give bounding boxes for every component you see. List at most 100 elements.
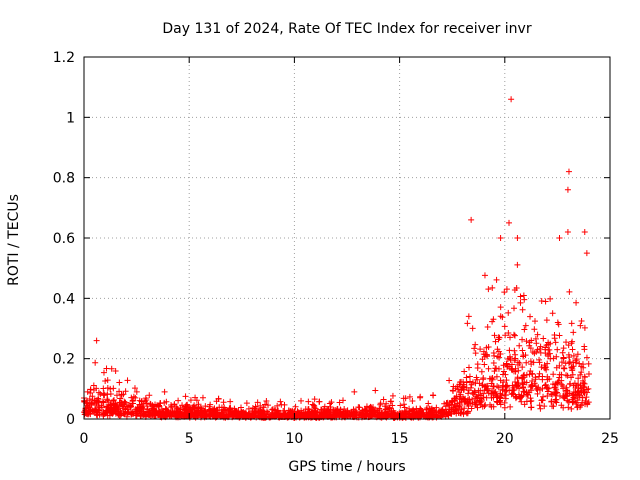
roti-point — [581, 380, 588, 387]
roti-point — [225, 412, 232, 419]
roti-point — [238, 410, 245, 417]
roti-point — [550, 371, 557, 378]
roti-point — [510, 331, 517, 338]
roti-point — [503, 360, 510, 367]
roti-point — [115, 411, 122, 418]
roti-point — [471, 399, 478, 406]
roti-point — [406, 393, 413, 400]
roti-point — [100, 399, 107, 406]
roti-point — [558, 359, 565, 366]
roti-point — [560, 355, 567, 362]
roti-point — [496, 334, 503, 341]
y-tick-label: 0.6 — [53, 231, 75, 247]
roti-point — [182, 393, 189, 400]
roti-point — [578, 318, 585, 325]
roti-point — [118, 391, 125, 398]
roti-point — [468, 405, 475, 412]
x-tick-label: 20 — [496, 431, 514, 447]
roti-point — [529, 383, 536, 390]
x-tick-label: 5 — [185, 431, 194, 447]
roti-point — [380, 396, 387, 403]
roti-point — [83, 407, 90, 414]
roti-point — [269, 406, 276, 413]
roti-point — [544, 376, 551, 383]
roti-point — [465, 313, 472, 320]
roti-point — [377, 411, 384, 418]
roti-point — [483, 351, 490, 358]
roti-point — [351, 388, 358, 395]
roti-point — [556, 235, 563, 241]
roti-point — [389, 392, 396, 399]
roti-point — [127, 404, 134, 411]
roti-point — [116, 388, 123, 395]
roti-point — [175, 397, 182, 404]
roti-point — [327, 406, 334, 413]
roti-point — [512, 351, 519, 358]
roti-point — [207, 410, 214, 417]
roti-point — [453, 395, 460, 402]
roti-point — [465, 402, 472, 409]
roti-point — [500, 362, 507, 369]
roti-point — [311, 403, 318, 410]
roti-point — [490, 394, 497, 401]
roti-point — [497, 401, 504, 408]
roti-point — [560, 345, 567, 352]
roti-point — [559, 349, 566, 356]
roti-point — [497, 304, 504, 311]
roti-point — [483, 344, 490, 351]
roti-point — [578, 369, 585, 376]
roti-point — [284, 412, 291, 419]
roti-point — [133, 410, 140, 417]
roti-point — [268, 410, 275, 417]
roti-point — [503, 286, 510, 293]
roti-point — [180, 412, 187, 419]
roti-point — [505, 309, 512, 316]
roti-point — [527, 358, 534, 365]
roti-point — [520, 353, 527, 360]
roti-point — [429, 392, 436, 399]
data-points — [81, 96, 592, 422]
roti-point — [502, 332, 509, 339]
roti-point — [496, 354, 503, 361]
roti-point — [468, 216, 475, 223]
roti-point — [549, 381, 556, 388]
roti-point — [458, 387, 465, 394]
y-tick-label: 0 — [66, 412, 75, 428]
roti-point — [521, 401, 528, 408]
roti-point — [478, 397, 485, 404]
roti-point — [410, 406, 417, 413]
roti-point — [541, 365, 548, 372]
y-tick-label: 0.2 — [53, 352, 75, 368]
roti-point — [516, 342, 523, 349]
roti-point — [466, 373, 473, 380]
roti-point — [144, 403, 151, 410]
roti-point — [387, 398, 394, 405]
roti-point — [483, 394, 490, 401]
roti-point — [480, 376, 487, 383]
roti-point — [528, 397, 535, 404]
roti-point — [105, 398, 112, 405]
roti-point — [573, 399, 580, 406]
roti-point — [566, 288, 573, 295]
roti-point — [479, 382, 486, 389]
roti-point — [263, 398, 270, 405]
roti-point — [122, 406, 129, 413]
roti-point — [547, 295, 554, 302]
roti-point — [265, 409, 272, 416]
roti-point — [130, 400, 137, 407]
roti-point — [531, 326, 538, 333]
roti-point — [136, 401, 143, 408]
roti-point — [477, 346, 484, 353]
roti-point — [277, 398, 284, 405]
roti-point — [506, 363, 513, 370]
roti-point — [507, 353, 514, 360]
roti-point — [402, 413, 409, 420]
roti-point — [500, 383, 507, 390]
x-tick-label: 25 — [601, 431, 619, 447]
roti-point — [536, 370, 543, 377]
roti-point — [249, 411, 256, 418]
roti-point — [254, 399, 261, 406]
roti-point — [532, 382, 539, 389]
roti-point — [567, 380, 574, 387]
roti-point — [485, 286, 492, 293]
